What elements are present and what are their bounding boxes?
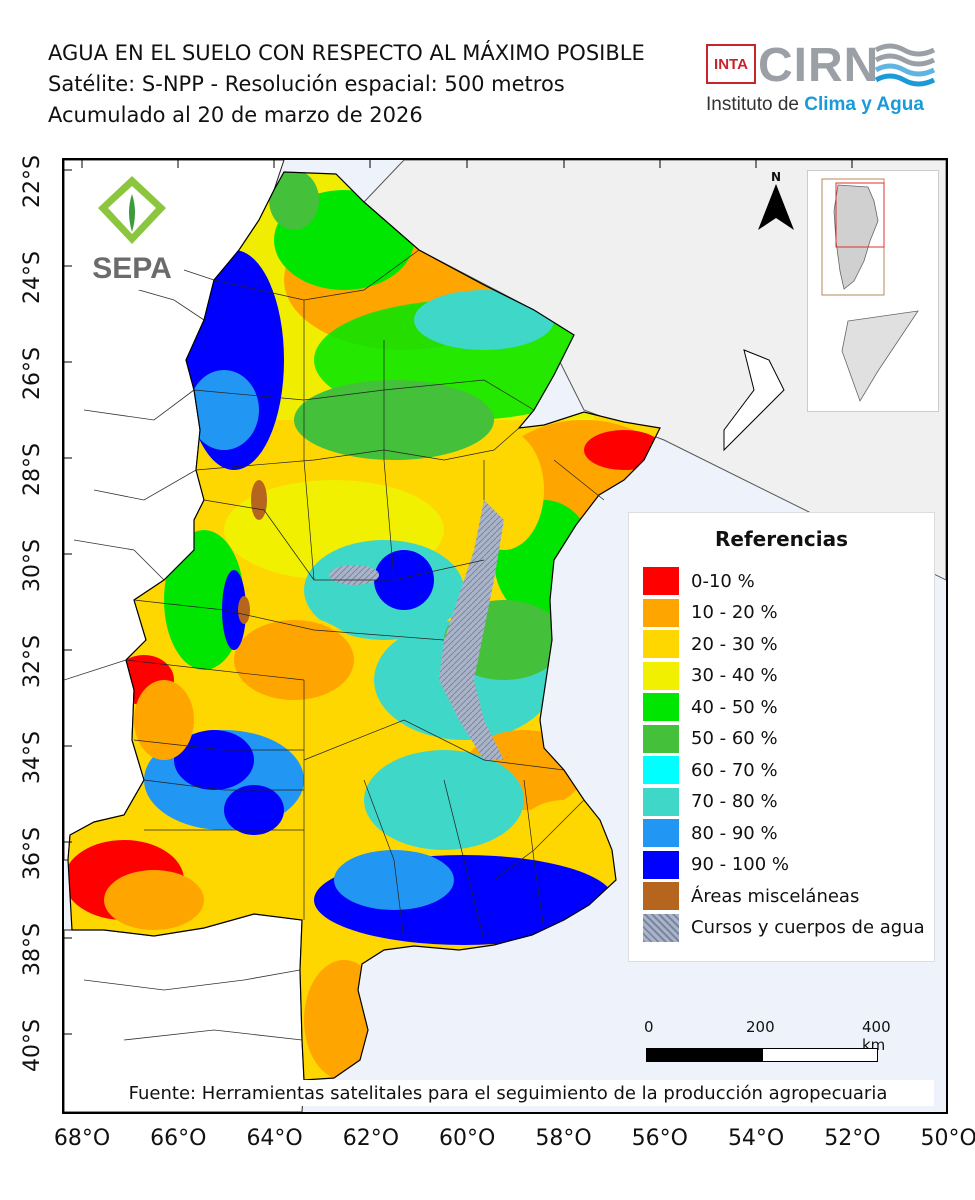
legend-label: 60 - 70 % xyxy=(691,759,778,781)
north-label: N xyxy=(770,170,782,184)
map-header: AGUA EN EL SUELO CON RESPECTO AL MÁXIMO … xyxy=(48,38,645,131)
legend-swatch xyxy=(643,850,679,879)
longitude-label: 60°O xyxy=(439,1126,496,1151)
legend-swatch xyxy=(643,567,679,595)
legend-swatch xyxy=(643,693,679,721)
legend-swatch xyxy=(643,661,679,690)
legend-label: Áreas misceláneas xyxy=(691,885,860,907)
legend-swatch xyxy=(643,598,679,627)
soil-water-map xyxy=(64,160,946,1112)
map-subtitle: Satélite: S-NPP - Resolución espacial: 5… xyxy=(48,72,565,96)
longitude-label: 54°O xyxy=(727,1126,785,1151)
north-arrow-icon xyxy=(758,184,794,230)
cirn-wordmark: CIRN xyxy=(758,39,880,92)
legend-label: 90 - 100 % xyxy=(691,854,790,875)
latitude-label: 34°S xyxy=(20,731,45,784)
scale-label-0: 0 xyxy=(644,1018,654,1036)
latitude-label: 40°S xyxy=(20,1019,45,1072)
legend-title: Referencias xyxy=(714,527,848,551)
map-date-line: Acumulado al 20 de marzo de 2026 xyxy=(48,103,423,127)
legend-swatch xyxy=(643,630,679,658)
legend-item: 80 - 90 % xyxy=(643,819,778,847)
legend-item: 0-10 % xyxy=(643,567,755,595)
longitude-label: 56°O xyxy=(631,1126,688,1151)
graticule-ticks xyxy=(64,160,853,1035)
latitude-label: 24°S xyxy=(20,251,45,304)
legend-item: 10 - 20 % xyxy=(643,598,778,627)
latitude-label: 28°S xyxy=(20,443,45,496)
legend-item: 30 - 40 % xyxy=(643,661,778,690)
instituto-prefix: Instituto de xyxy=(706,94,805,115)
inset-map-graphic xyxy=(821,178,919,402)
longitude-label: 58°O xyxy=(535,1126,592,1151)
legend-swatch xyxy=(643,787,679,816)
scale-bar: 0 200 400 km xyxy=(640,1018,891,1068)
latitude-label: 36°S xyxy=(20,827,45,880)
longitude-label: 50°O xyxy=(920,1126,975,1151)
latitude-label: 30°S xyxy=(20,539,45,592)
sepa-leaf-icon xyxy=(98,176,166,244)
misiones-outline xyxy=(723,349,785,452)
legend-label: 40 - 50 % xyxy=(691,696,778,718)
legend-swatch xyxy=(643,724,679,753)
longitude-label: 68°O xyxy=(53,1126,111,1151)
legend-item: 70 - 80 % xyxy=(643,787,778,816)
map-title: AGUA EN EL SUELO CON RESPECTO AL MÁXIMO … xyxy=(48,41,645,65)
inset-map xyxy=(807,170,939,412)
legend-item: 60 - 70 % xyxy=(643,756,778,784)
longitude-label: 64°O xyxy=(246,1126,303,1151)
legend-label: 70 - 80 % xyxy=(691,791,778,812)
legend-item: 50 - 60 % xyxy=(643,724,778,753)
legend-label: 20 - 30 % xyxy=(691,633,778,655)
legend-item: 40 - 50 % xyxy=(643,693,778,721)
legend-label: 50 - 60 % xyxy=(691,728,778,749)
legend: Referencias 0-10 % 10 - 20 % 20 - 30 % 30 -… xyxy=(628,512,935,962)
legend-label: Cursos y cuerpos de agua xyxy=(691,917,925,938)
latitude-label: 32°S xyxy=(20,635,45,688)
department-boundaries xyxy=(125,249,605,941)
latitude-label: 22°S xyxy=(20,155,45,208)
argentina-outline xyxy=(67,171,661,1081)
longitude-label: 66°O xyxy=(150,1126,207,1151)
legend-item: 90 - 100 % xyxy=(643,850,790,879)
longitude-label: 52°O xyxy=(824,1126,881,1151)
source-note: Fuente: Herramientas satelitales para el… xyxy=(82,1080,934,1106)
scale-bar-white xyxy=(762,1048,878,1062)
legend-label: 80 - 90 % xyxy=(691,822,778,844)
legend-swatch xyxy=(643,756,679,784)
legend-swatch xyxy=(643,913,679,942)
legend-swatch xyxy=(643,882,679,910)
legend-item: Cursos y cuerpos de agua xyxy=(643,913,925,942)
instituto-label: Instituto de Clima y Agua xyxy=(706,94,924,116)
map-frame xyxy=(62,158,948,1114)
cirn-logo: INTA CIRN Instituto de Clima y Agua xyxy=(706,38,946,122)
scale-bar-black xyxy=(646,1048,762,1062)
legend-label: 30 - 40 % xyxy=(691,665,778,686)
latitude-label: 38°S xyxy=(20,923,45,976)
legend-item: Áreas misceláneas xyxy=(643,882,859,910)
legend-label: 10 - 20 % xyxy=(691,602,778,623)
legend-item: 20 - 30 % xyxy=(643,630,778,658)
waves-icon xyxy=(874,43,936,87)
scale-label-200: 200 xyxy=(746,1018,775,1036)
instituto-accent: Clima y Agua xyxy=(804,94,924,115)
longitude-label: 62°O xyxy=(342,1126,400,1151)
inta-logo: INTA xyxy=(706,44,756,84)
latitude-label: 26°S xyxy=(20,347,45,400)
legend-swatch xyxy=(643,819,679,847)
sepa-logo: SEPA xyxy=(80,172,184,290)
sepa-wordmark: SEPA xyxy=(92,252,172,285)
legend-label: 0-10 % xyxy=(691,570,755,592)
north-arrow: N xyxy=(754,170,798,232)
